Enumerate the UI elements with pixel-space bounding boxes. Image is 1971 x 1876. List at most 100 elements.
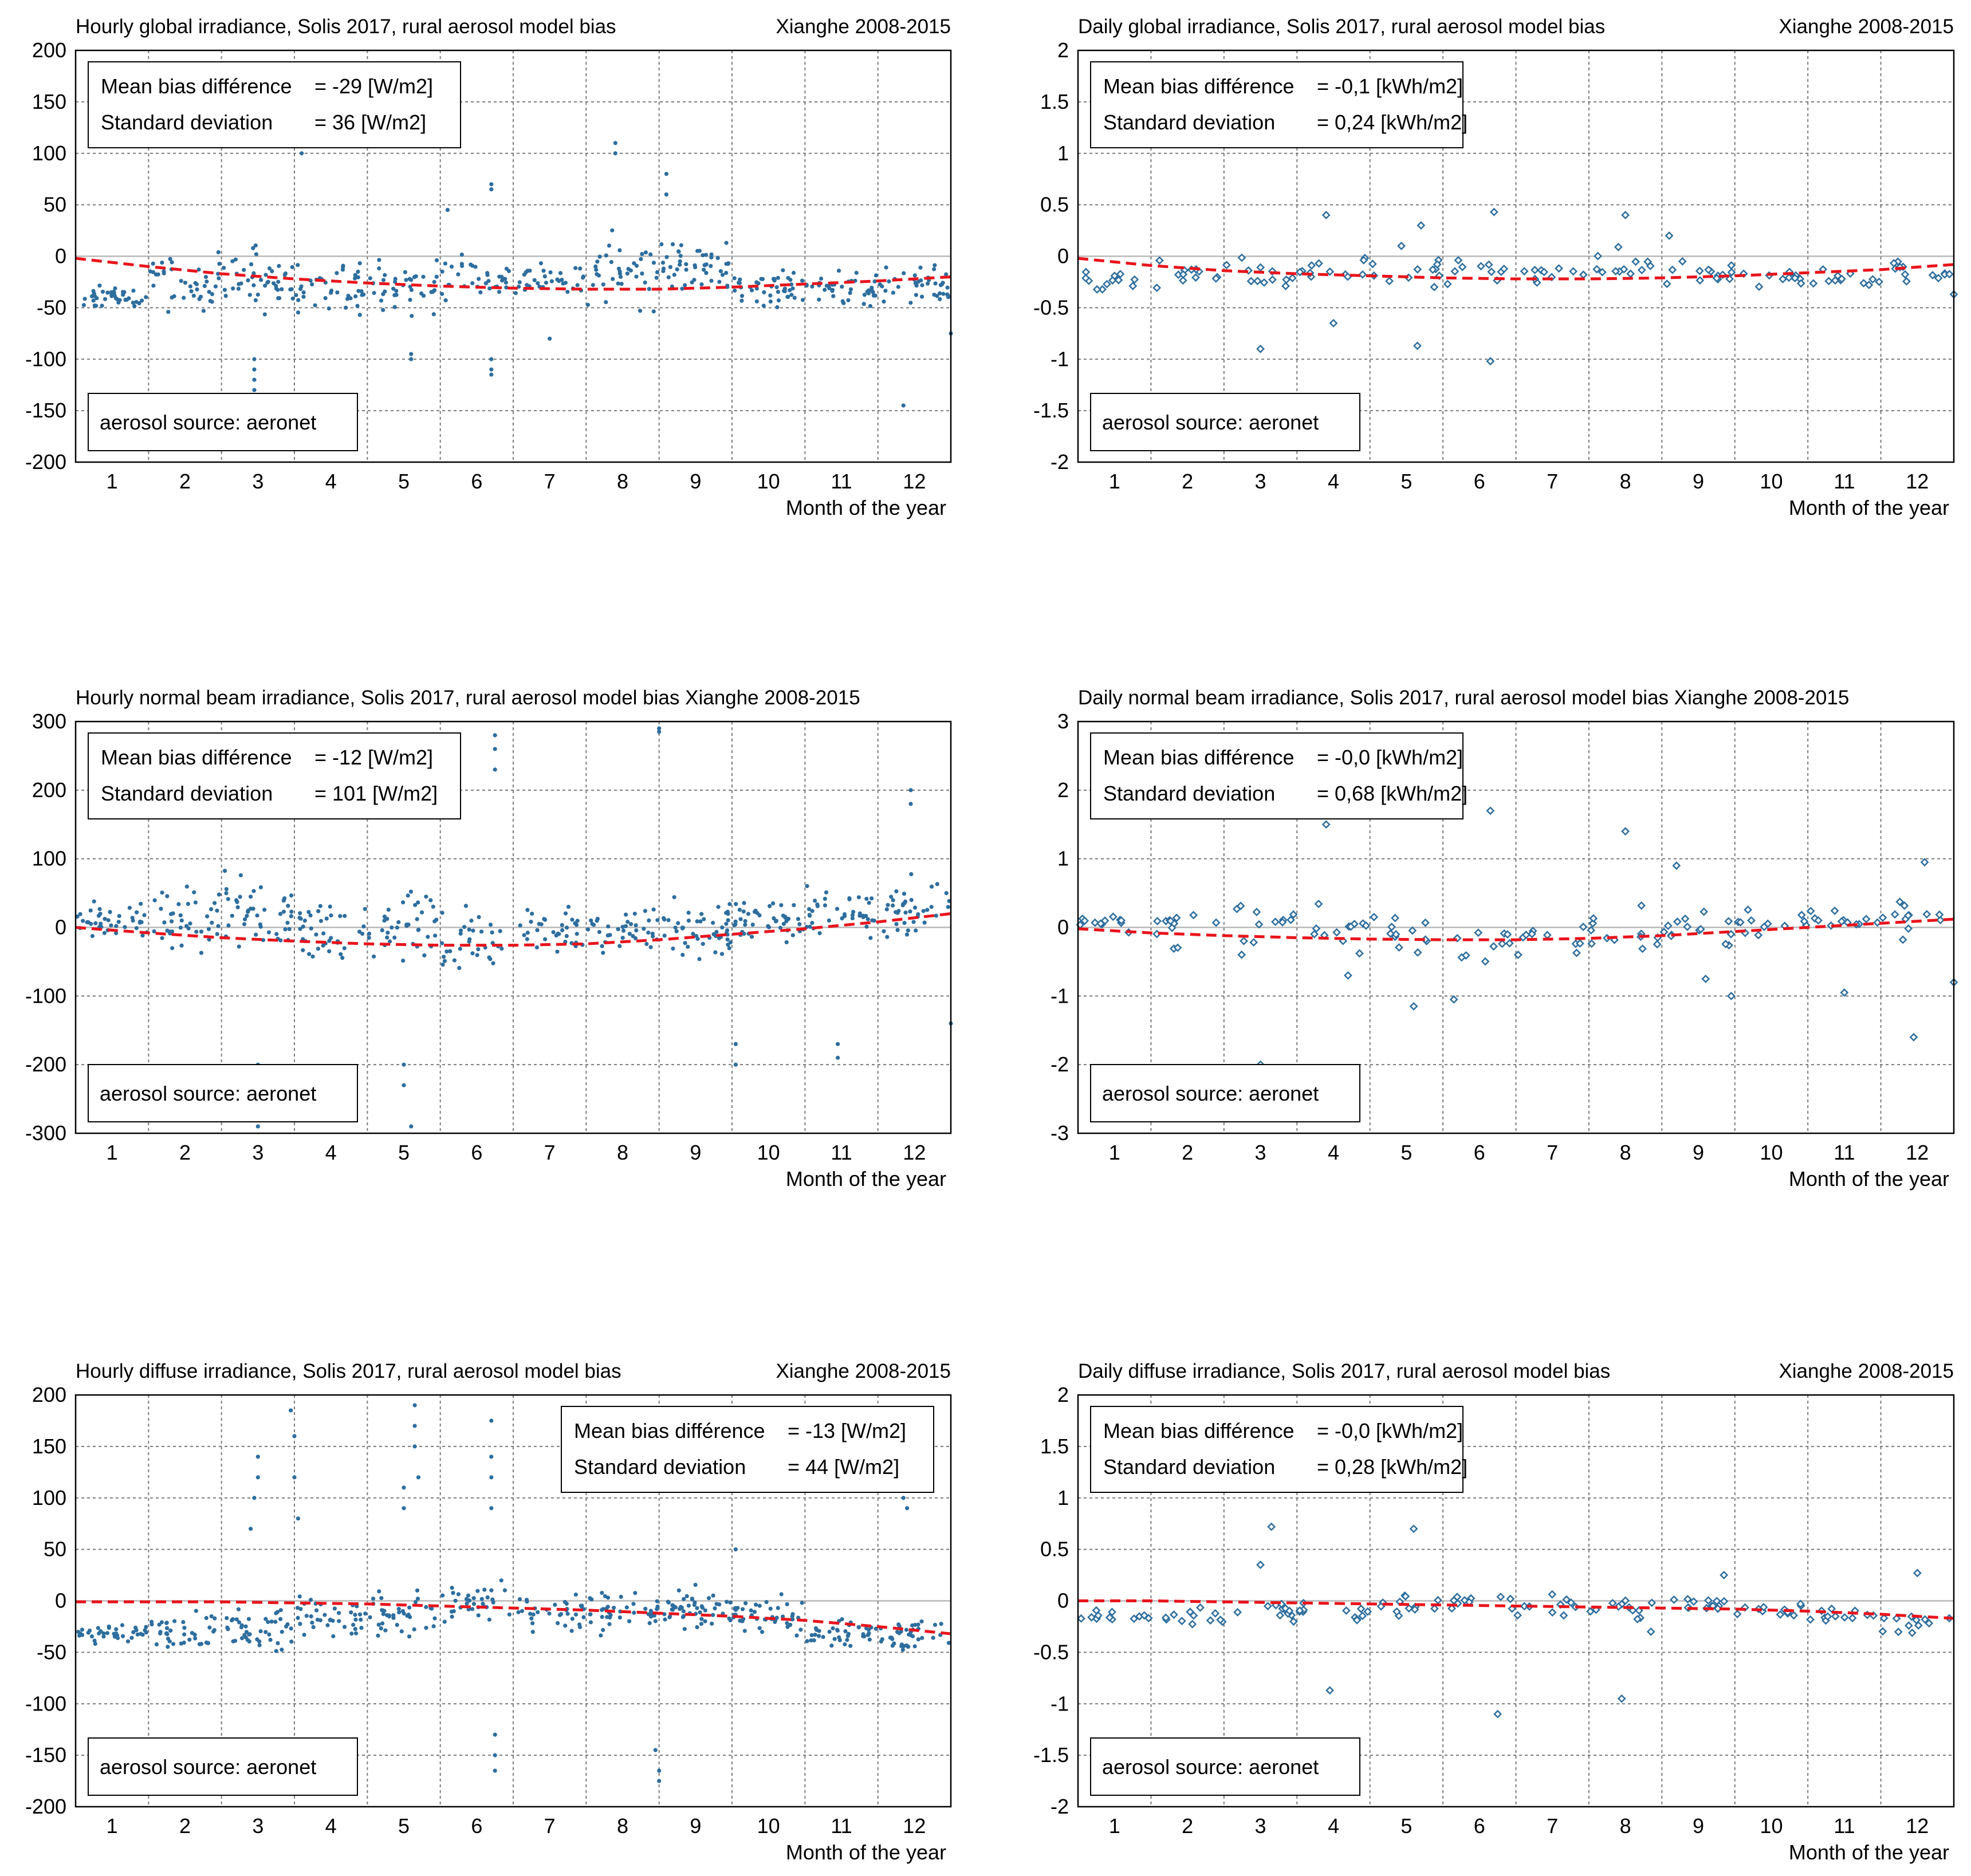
scatter-points <box>76 1403 951 1783</box>
data-point <box>424 894 428 899</box>
trend-line <box>76 1600 951 1635</box>
data-point <box>945 292 950 297</box>
data-point <box>131 1630 136 1634</box>
data-point <box>273 1619 278 1624</box>
data-point <box>1312 924 1321 933</box>
data-point <box>167 1639 172 1644</box>
outlier-point <box>296 1516 300 1521</box>
y-tick-label: 1.5 <box>1040 90 1069 113</box>
data-point <box>239 1623 244 1627</box>
data-point <box>770 901 776 906</box>
data-point <box>412 1627 416 1631</box>
data-point <box>886 902 890 907</box>
data-point <box>670 1607 675 1612</box>
data-point <box>302 919 307 923</box>
data-point <box>575 283 580 287</box>
data-point <box>810 921 815 925</box>
data-point <box>870 285 874 290</box>
std-dev-value: = 0,68 [kWh/m2] <box>1317 782 1468 805</box>
data-point <box>280 1648 284 1652</box>
data-point <box>449 264 454 269</box>
data-point <box>867 1631 871 1635</box>
data-point <box>717 936 722 940</box>
data-point <box>699 282 704 287</box>
data-point <box>476 1613 481 1618</box>
data-point <box>1421 918 1430 927</box>
data-point <box>376 1622 381 1627</box>
data-point <box>531 1612 536 1617</box>
data-point <box>888 1635 892 1640</box>
stats-box: Mean bias différence = -0,0 [kWh/m2]Stand… <box>1090 732 1468 819</box>
data-point <box>872 919 876 923</box>
data-point <box>916 1637 920 1642</box>
data-point <box>761 304 766 308</box>
data-point <box>504 285 509 290</box>
data-point <box>941 291 946 296</box>
data-point <box>627 932 632 936</box>
data-point <box>242 267 246 272</box>
data-point <box>233 1638 238 1644</box>
data-point <box>1879 1614 1889 1623</box>
data-point <box>1447 1604 1456 1613</box>
y-tick-label: 200 <box>32 38 66 62</box>
data-point <box>726 918 730 923</box>
data-point <box>904 1643 909 1648</box>
outlier-point <box>292 1475 297 1480</box>
data-point <box>932 267 937 271</box>
data-point <box>713 1606 717 1611</box>
x-tick-label: 6 <box>1474 470 1485 493</box>
data-point <box>556 1621 560 1626</box>
data-point <box>410 314 414 318</box>
aerosol-source-box: aerosol source: aeronet <box>1090 393 1360 451</box>
data-point <box>381 291 385 297</box>
data-point <box>105 1631 110 1635</box>
data-point <box>709 263 713 269</box>
data-point <box>1727 261 1736 270</box>
outlier-point <box>1493 1709 1502 1719</box>
outlier-point <box>402 1485 406 1490</box>
data-point <box>935 882 939 886</box>
data-point <box>1907 1628 1917 1637</box>
data-point <box>868 304 873 309</box>
data-point <box>1914 1621 1923 1630</box>
data-point <box>483 281 488 286</box>
data-point <box>784 940 789 945</box>
data-point <box>716 905 721 909</box>
std-dev-label: Standard deviation <box>574 1455 746 1479</box>
data-point <box>725 928 730 933</box>
data-point <box>607 1622 612 1626</box>
stats-box-frame <box>88 732 461 819</box>
data-point <box>749 1608 753 1613</box>
outlier-point <box>1840 988 1849 997</box>
data-point <box>740 1619 745 1623</box>
data-point <box>1727 268 1736 277</box>
data-point <box>674 929 679 933</box>
data-point <box>490 930 494 935</box>
data-point <box>103 297 108 301</box>
data-point <box>131 300 135 305</box>
data-point <box>1341 1606 1351 1615</box>
data-point <box>517 1597 522 1602</box>
data-point <box>871 293 876 298</box>
data-point <box>1646 262 1655 270</box>
data-point <box>142 913 147 917</box>
data-point <box>135 1632 140 1637</box>
data-point <box>556 931 560 936</box>
data-point <box>631 1602 636 1606</box>
x-tick-label: 9 <box>1693 470 1704 493</box>
outlier-point <box>1325 1686 1335 1695</box>
data-point <box>796 917 801 921</box>
data-point <box>784 919 789 924</box>
y-tick-label: -200 <box>25 1053 66 1076</box>
data-point <box>1260 278 1269 287</box>
data-point <box>471 928 475 933</box>
data-point <box>342 946 347 951</box>
data-point <box>131 288 136 293</box>
data-point <box>105 290 110 295</box>
data-point <box>391 1613 396 1618</box>
data-point <box>1177 1617 1186 1626</box>
stats-box: Mean bias différence = -0,1 [kWh/m2]Stand… <box>1090 61 1468 148</box>
data-point <box>310 1620 314 1625</box>
data-point <box>1662 279 1671 289</box>
data-point <box>891 290 895 295</box>
